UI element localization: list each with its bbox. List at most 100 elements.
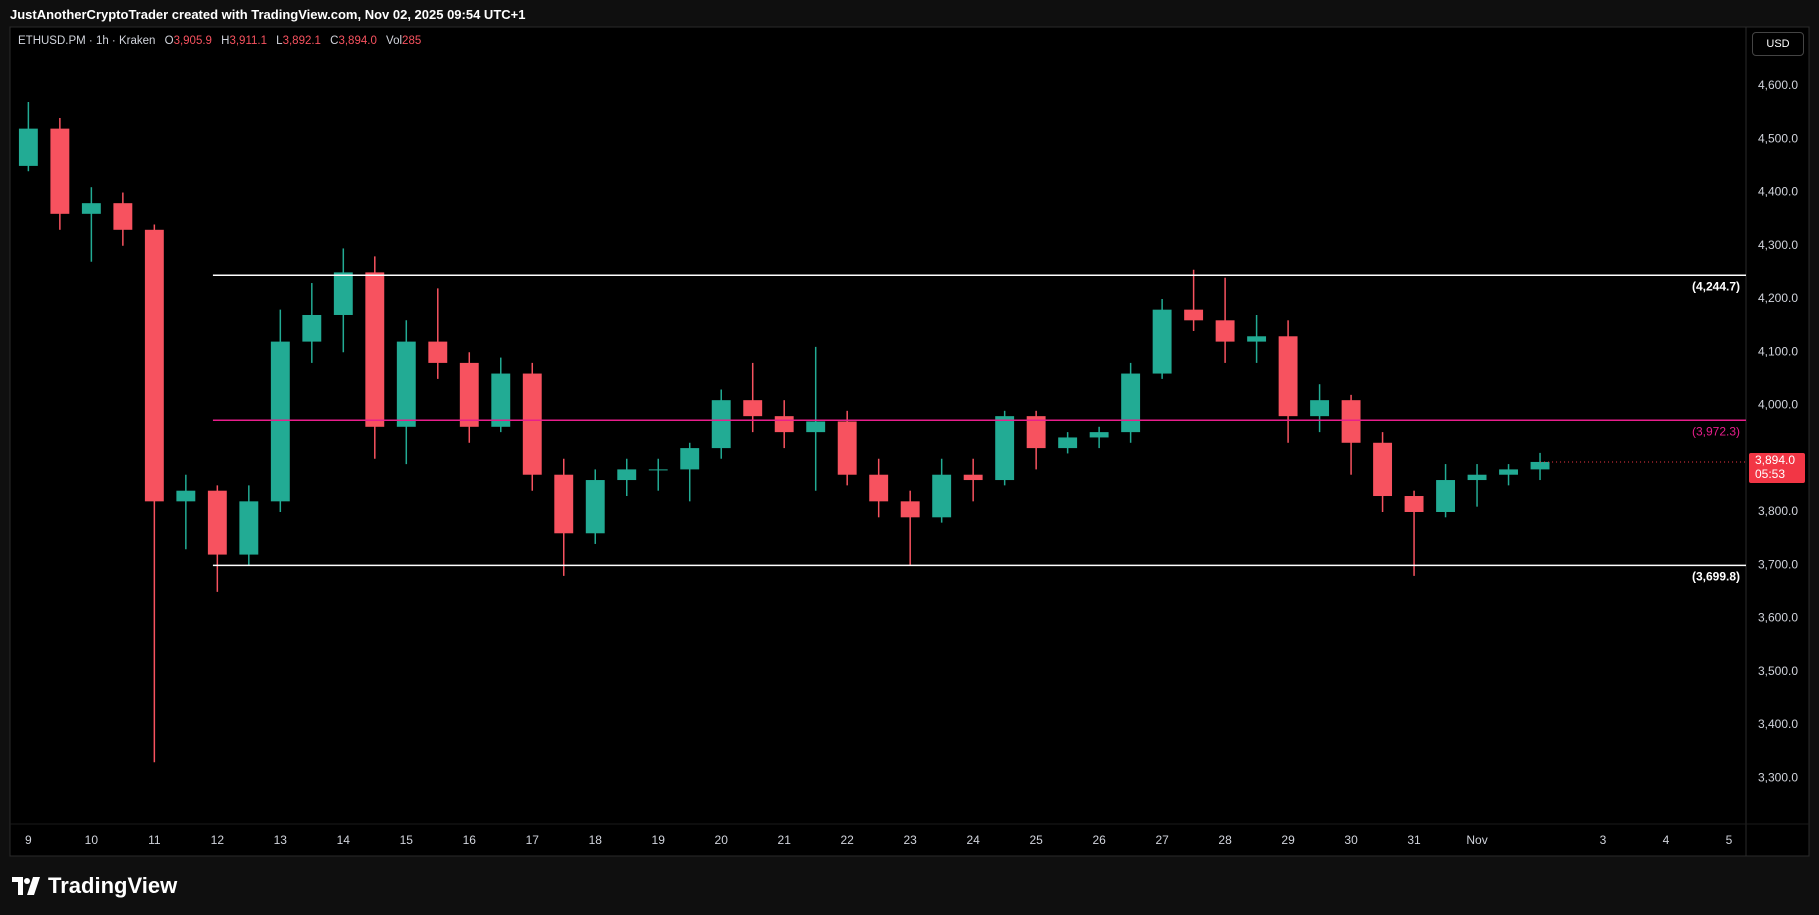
- x-tick-label: 4: [1663, 833, 1670, 847]
- x-tick-label: 16: [463, 833, 477, 847]
- x-tick-label: 14: [337, 833, 351, 847]
- legend: ETHUSD.PM · 1h · Kraken O3,905.9 H3,911.…: [18, 35, 427, 47]
- candle-body: [459, 362, 479, 427]
- x-tick-label: 21: [778, 833, 792, 847]
- y-tick-label: 4,100.0: [1758, 344, 1798, 358]
- candle-body: [1247, 336, 1267, 342]
- vol-value: 285: [402, 35, 422, 47]
- candle-body: [270, 341, 290, 502]
- x-tick-label: 9: [25, 833, 32, 847]
- candle-body: [1310, 400, 1330, 417]
- l-value: 3,892.1: [282, 35, 321, 47]
- level-label: (4,244.7): [1692, 279, 1740, 293]
- candle-body: [1121, 373, 1141, 433]
- x-tick-label: 25: [1029, 833, 1043, 847]
- y-tick-label: 3,500.0: [1758, 664, 1798, 678]
- candle-body: [302, 314, 322, 342]
- candle-body: [365, 272, 385, 427]
- x-tick-label: 22: [841, 833, 855, 847]
- candle-body: [522, 373, 542, 475]
- x-tick-label: 24: [966, 833, 980, 847]
- candle-body: [1089, 432, 1109, 438]
- x-tick-label: 23: [903, 833, 917, 847]
- logo-icon: [12, 877, 40, 895]
- y-tick-label: 4,200.0: [1758, 291, 1798, 305]
- candle-body: [806, 421, 826, 433]
- level-label: (3,972.3): [1692, 424, 1740, 438]
- candle-body: [743, 400, 763, 417]
- candle-body: [428, 341, 448, 363]
- currency-button[interactable]: USD: [1752, 32, 1804, 56]
- candle-body: [144, 229, 164, 502]
- x-tick-label: 5: [1726, 833, 1733, 847]
- last-price-tag: [1749, 452, 1805, 483]
- candle-body: [1341, 400, 1361, 443]
- candle-body: [1058, 437, 1078, 449]
- candle-body: [491, 373, 511, 427]
- candle-body: [113, 203, 133, 230]
- vol-label: Vol: [386, 35, 403, 47]
- x-tick-label: Nov: [1466, 833, 1487, 847]
- candle-body: [900, 501, 920, 518]
- y-tick-label: 3,600.0: [1758, 611, 1798, 625]
- x-tick-label: 13: [274, 833, 288, 847]
- attribution: JustAnotherCryptoTrader created with Tra…: [10, 7, 526, 22]
- x-tick-label: 17: [526, 833, 540, 847]
- x-tick-label: 11: [148, 833, 161, 847]
- candle-body: [617, 469, 637, 481]
- c-value: 3,894.0: [338, 35, 377, 47]
- h-label: H: [221, 35, 230, 47]
- x-tick-label: 12: [211, 833, 225, 847]
- y-tick-label: 3,300.0: [1758, 770, 1798, 784]
- candle-body: [1152, 309, 1172, 374]
- x-tick-label: 31: [1407, 833, 1421, 847]
- x-tick-label: 19: [652, 833, 666, 847]
- level-label: (3,699.8): [1692, 570, 1740, 584]
- candle-body: [680, 448, 700, 470]
- candle-body: [1436, 480, 1456, 512]
- candle-body: [1373, 442, 1393, 497]
- y-tick-label: 4,000.0: [1758, 398, 1798, 412]
- candle-body: [396, 341, 416, 427]
- candle-body: [1499, 469, 1518, 475]
- symbol: ETHUSD.PM · 1h · Kraken: [18, 35, 156, 47]
- y-tick-label: 4,400.0: [1758, 185, 1798, 199]
- candle-body: [1026, 416, 1046, 449]
- candle-body: [18, 128, 38, 166]
- h-value: 3,911.1: [229, 35, 267, 47]
- candle-body: [1184, 309, 1204, 321]
- x-tick-label: 15: [400, 833, 414, 847]
- candle-body: [1278, 336, 1298, 417]
- candle-body: [1530, 461, 1550, 470]
- candle-body: [176, 490, 196, 502]
- c-label: C: [330, 35, 339, 47]
- x-tick-label: 27: [1155, 833, 1169, 847]
- logo-text: TradingView: [48, 873, 178, 898]
- candle-body: [963, 474, 983, 481]
- candle-body: [50, 128, 70, 214]
- x-tick-label: 30: [1344, 833, 1358, 847]
- candle-body: [995, 416, 1015, 481]
- y-tick-label: 3,700.0: [1758, 557, 1798, 571]
- candle-body: [1467, 474, 1487, 481]
- candle-body: [837, 421, 857, 475]
- o-label: O: [164, 35, 174, 47]
- y-tick-label: 3,800.0: [1758, 504, 1798, 518]
- x-tick-label: 18: [589, 833, 603, 847]
- l-label: L: [276, 35, 283, 47]
- candle-body: [648, 469, 668, 471]
- candle-body: [207, 490, 227, 555]
- countdown-label: 05:53: [1755, 467, 1785, 481]
- y-tick-label: 4,300.0: [1758, 238, 1798, 252]
- candle-body: [774, 416, 794, 433]
- candle-body: [81, 203, 101, 214]
- candle-body: [1404, 496, 1424, 512]
- candle-body: [585, 480, 605, 534]
- x-tick-label: 29: [1281, 833, 1295, 847]
- last-price-label: 3,894.0: [1755, 453, 1795, 467]
- x-tick-label: 28: [1218, 833, 1232, 847]
- candle-body: [932, 474, 952, 518]
- candle-body: [1215, 320, 1235, 342]
